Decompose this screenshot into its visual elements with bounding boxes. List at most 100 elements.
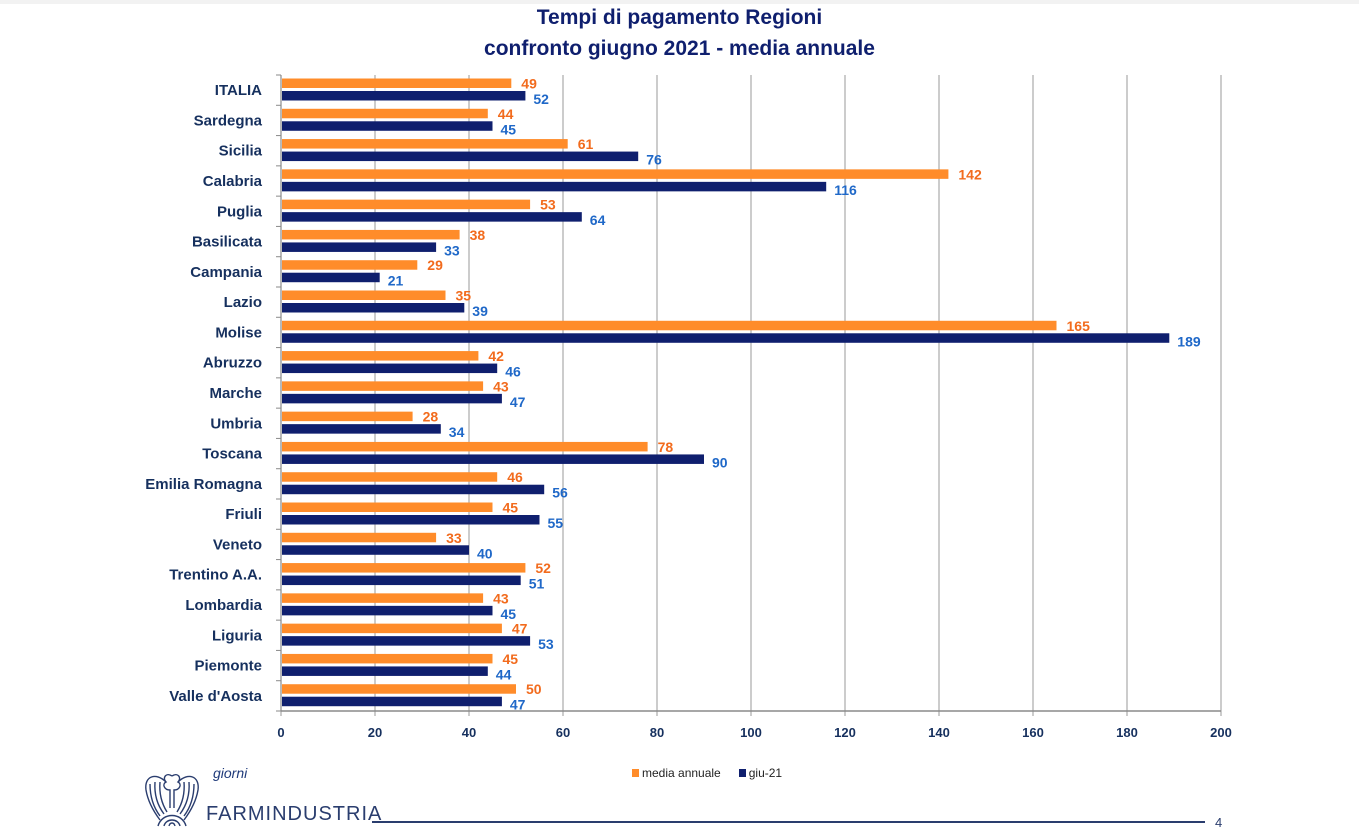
eagle-logo-icon [145,773,199,827]
data-label-giu-21: 53 [538,636,554,652]
value-labels: 4952444561761421165364383329213539165189… [388,76,1201,713]
legend: media annuale giu-21 [632,766,782,780]
category-label: Liguria [212,627,263,644]
x-tick-label: 200 [1210,725,1232,740]
bar-giu-21 [282,424,441,434]
bar-media-annuale [282,623,502,634]
category-label: Valle d'Aosta [169,688,262,705]
x-tick-label: 100 [740,725,762,740]
bar-media-annuale [282,441,648,452]
category-labels: ITALIA Sardegna Sicilia Calabria Puglia Basil… [145,82,262,705]
category-label: Sicilia [219,143,263,160]
data-label-giu-21: 55 [548,515,564,531]
bar-media-annuale [282,139,568,149]
data-label-media-annuale: 44 [498,106,514,122]
bar-media-annuale [282,199,531,210]
footer-rule [372,821,1205,823]
category-label: Toscana [202,446,262,463]
bar-giu-21 [282,242,437,252]
data-label-giu-21: 44 [496,666,512,682]
category-label: Abruzzo [203,355,262,372]
unit-label: giorni [213,765,248,781]
category-label: ITALIA [215,82,262,99]
bar-giu-21 [282,393,502,404]
gridlines [374,75,1222,711]
x-tick-label: 20 [368,725,382,740]
data-label-media-annuale: 49 [521,76,537,92]
data-label-media-annuale: 78 [658,439,674,455]
data-label-media-annuale: 53 [540,197,556,213]
x-tick-label: 140 [928,725,950,740]
data-label-giu-21: 76 [646,152,662,168]
chart-title: Tempi di pagamento Regioni [536,6,823,29]
category-label: Sardegna [194,112,263,129]
bar-media-annuale [282,472,498,482]
bar-media-annuale [282,381,484,391]
data-label-media-annuale: 142 [958,166,982,182]
bar-media-annuale [282,108,488,119]
category-label: Veneto [213,536,262,553]
x-tick-label: 120 [834,725,856,740]
data-label-media-annuale: 45 [503,500,519,516]
data-label-giu-21: 39 [472,303,488,319]
data-label-giu-21: 64 [590,212,606,228]
bar-chart: 4952444561761421165364383329213539165189… [145,74,1232,740]
data-label-giu-21: 52 [533,91,549,107]
data-label-media-annuale: 33 [446,530,462,546]
data-label-media-annuale: 43 [493,378,509,394]
category-label: Lombardia [185,597,262,614]
data-label-giu-21: 116 [834,182,857,198]
bar-media-annuale [282,78,512,88]
data-label-giu-21: 45 [501,606,517,622]
bar-giu-21 [282,545,469,555]
legend-item-media-annuale: media annuale [632,766,721,780]
category-label: Friuli [225,506,262,523]
bar-media-annuale [282,653,493,664]
category-label: Trentino A.A. [169,567,262,584]
data-label-giu-21: 51 [529,576,545,592]
category-label: Basilicata [192,234,263,251]
legend-swatch-orange [632,769,639,777]
x-tick-label: 60 [556,725,570,740]
data-label-media-annuale: 165 [1067,318,1091,334]
bar-giu-21 [282,363,498,374]
category-label: Emilia Romagna [145,476,262,493]
category-label: Piemonte [194,658,262,675]
bar-media-annuale [282,260,418,270]
bar-giu-21 [282,696,502,707]
bar-giu-21 [282,515,540,525]
data-label-giu-21: 46 [505,364,521,380]
data-label-giu-21: 47 [510,697,526,713]
data-label-giu-21: 45 [501,121,517,137]
x-tick-label: 0 [277,725,284,740]
legend-item-giu-21: giu-21 [738,766,782,780]
data-label-giu-21: 47 [510,394,526,410]
category-label: Molise [215,324,262,341]
bar-giu-21 [282,121,493,131]
legend-swatch-navy [738,769,746,777]
data-label-media-annuale: 43 [493,590,509,606]
bar-media-annuale [282,229,460,240]
data-label-giu-21: 90 [712,454,728,470]
bar-media-annuale [282,320,1057,331]
x-tick-label: 180 [1116,725,1138,740]
category-label: Campania [190,264,262,281]
bar-giu-21 [282,303,465,313]
data-label-giu-21: 189 [1177,333,1201,349]
bar-giu-21 [282,636,531,646]
bar-giu-21 [282,575,521,586]
data-label-giu-21: 40 [477,545,493,561]
category-label: Calabria [203,173,263,190]
bar-giu-21 [282,666,488,676]
data-label-media-annuale: 29 [427,257,443,273]
bar-giu-21 [282,181,827,192]
brand-name: FARMINDUSTRIA [206,803,383,825]
data-label-media-annuale: 38 [470,227,486,243]
data-label-media-annuale: 50 [526,681,542,697]
bar-media-annuale [282,411,413,422]
axes: 0 20 40 60 80 100 120 140 160 180 200 [276,74,1232,740]
data-label-media-annuale: 47 [512,621,528,637]
bars [282,78,1170,707]
bar-giu-21 [282,605,493,616]
data-label-giu-21: 21 [388,273,404,289]
